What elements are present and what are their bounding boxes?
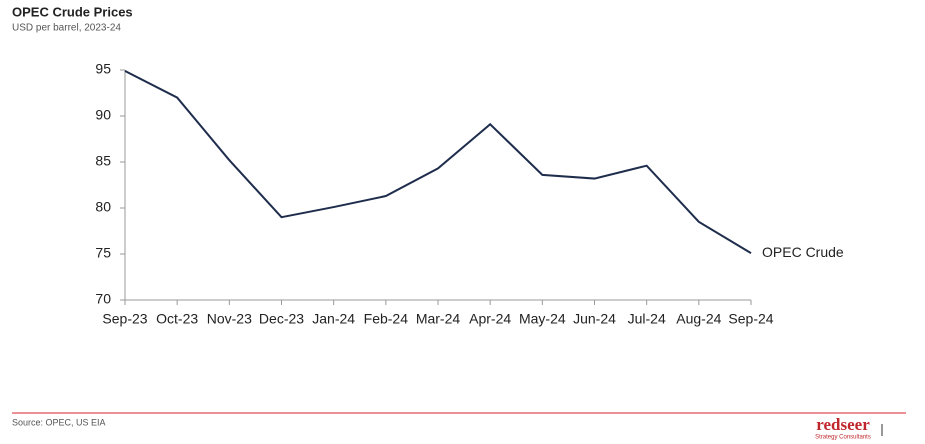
x-tick-label: Nov-23: [207, 311, 252, 327]
chart-title: OPEC Crude Prices: [12, 4, 133, 19]
x-tick-label: Sep-24: [728, 311, 773, 327]
chart-subtitle: USD per barrel, 2023-24: [12, 23, 121, 34]
x-tick-label: Feb-24: [364, 311, 409, 327]
y-tick-label: 85: [95, 153, 111, 169]
x-tick-label: May-24: [519, 311, 566, 327]
x-tick-label: Jun-24: [573, 311, 616, 327]
source: Source: OPEC, US EIA: [12, 417, 106, 427]
line: [124, 70, 752, 254]
x-tick-label: Aug-24: [676, 311, 721, 327]
series-label: OPEC Crude: [762, 244, 844, 260]
x-tick-label: Oct-23: [156, 311, 198, 327]
logo: redseer: [816, 415, 870, 434]
x-tick-label: Dec-23: [259, 311, 304, 327]
x-tick-label: Sep-23: [102, 311, 147, 327]
y-tick-label: 80: [95, 199, 111, 215]
y-tick-label: 75: [95, 245, 111, 261]
y-tick-label: 95: [95, 61, 111, 77]
x-tick-label: Jan-24: [312, 311, 355, 327]
x-tick-label: Jul-24: [628, 311, 666, 327]
x-tick-label: Mar-24: [416, 311, 461, 327]
y-tick-label: 70: [95, 291, 111, 307]
logo-tagline: Strategy Consultants: [815, 435, 871, 441]
x-tick-label: Apr-24: [469, 311, 511, 327]
y-tick-label: 90: [95, 107, 111, 123]
